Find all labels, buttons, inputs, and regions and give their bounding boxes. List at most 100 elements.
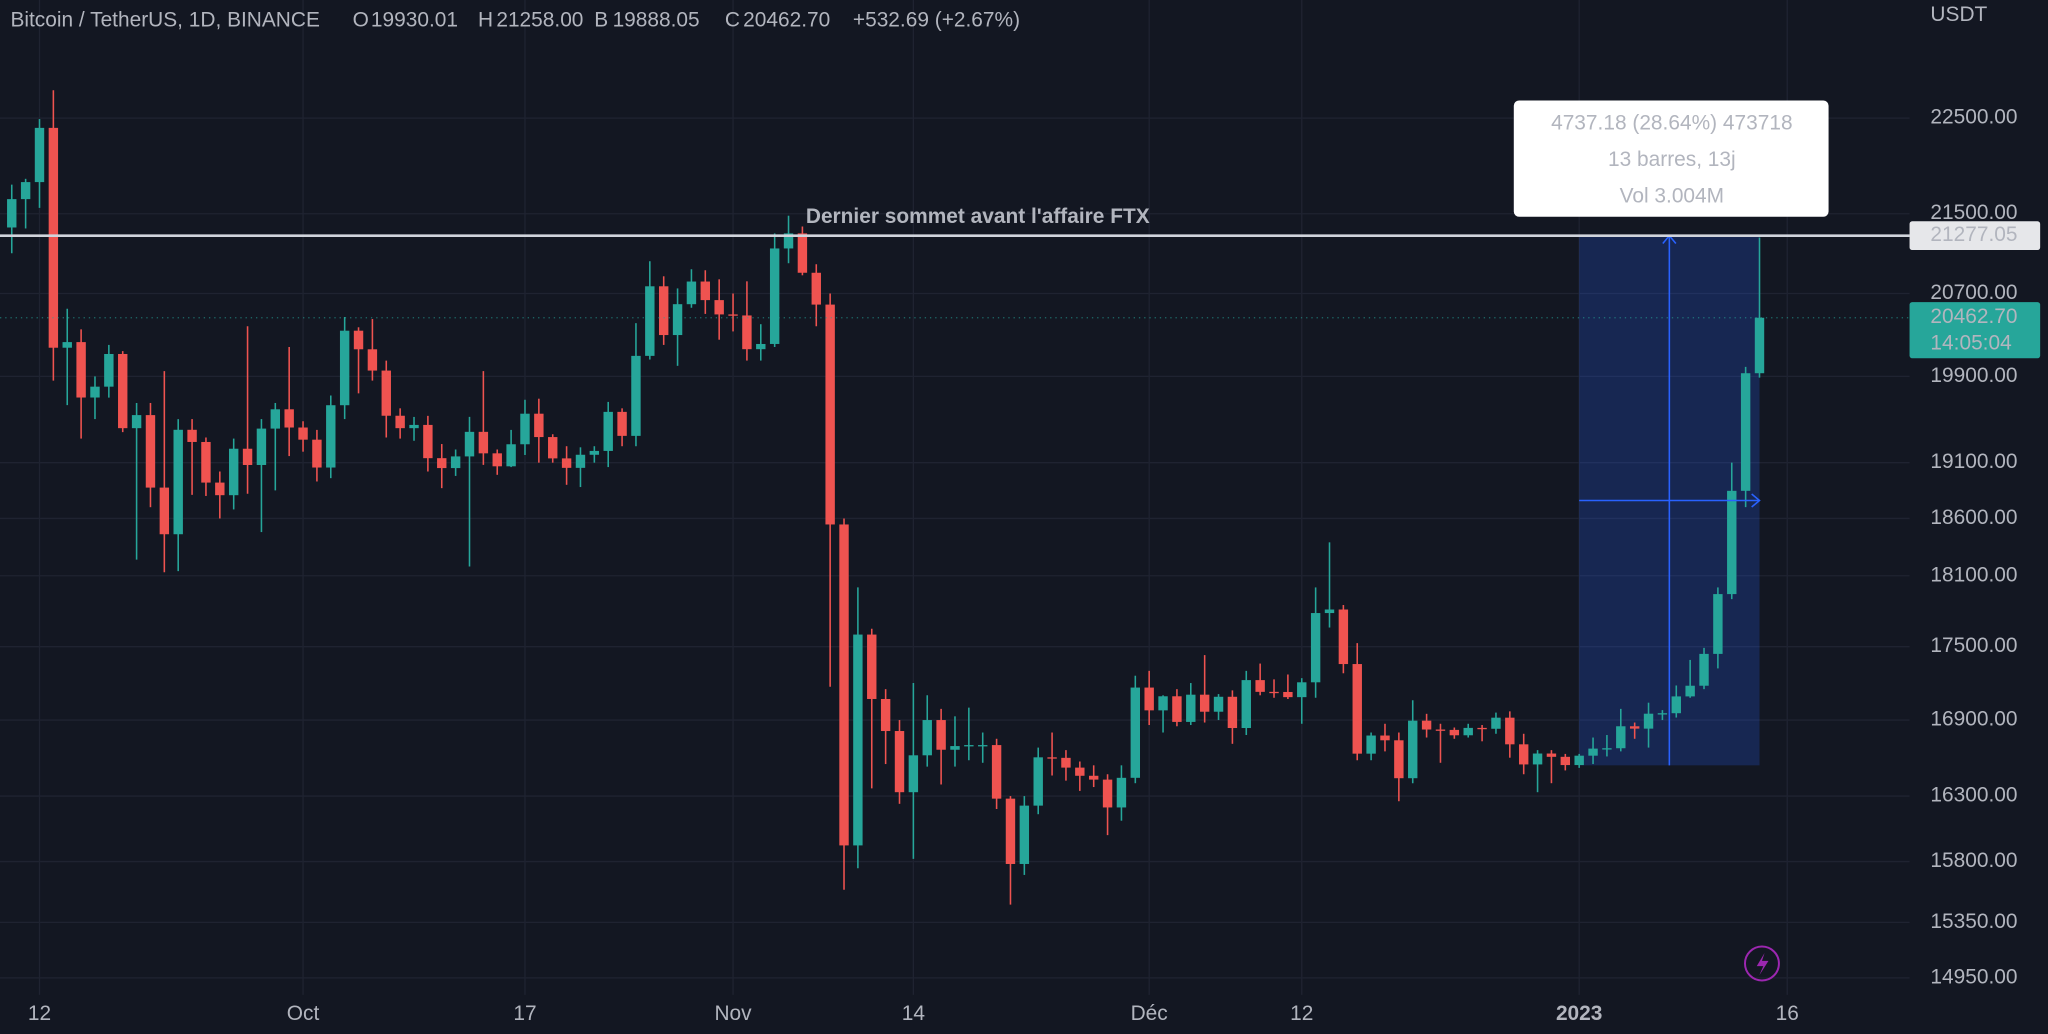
lightning-icon[interactable]: [1743, 945, 1780, 982]
candle-body: [783, 233, 794, 249]
candle-body: [1588, 748, 1598, 756]
candle-body: [381, 370, 391, 416]
candle-body: [908, 755, 919, 793]
candle-body: [492, 453, 502, 467]
candle-body: [1546, 753, 1557, 757]
candle-body: [1075, 767, 1085, 776]
last-price-tag: [1909, 302, 2041, 359]
candle-body: [1061, 757, 1071, 768]
candle-body: [270, 409, 281, 429]
measure-text: Vol 3.004M: [1620, 185, 1724, 208]
candle-body: [1283, 691, 1293, 698]
candle-body: [520, 413, 530, 445]
candle-body: [769, 248, 780, 344]
candle-body: [880, 698, 891, 732]
candle-body: [1088, 775, 1099, 780]
candle-body: [1255, 680, 1265, 692]
candle-body: [326, 405, 336, 468]
candle-body: [1449, 729, 1460, 736]
candle-body: [62, 342, 72, 348]
x-tick-label: 16: [1776, 1002, 1799, 1025]
candle-body: [1102, 779, 1113, 808]
ohlc-key: O: [353, 8, 369, 31]
candle-body: [478, 431, 489, 454]
candle-body: [1463, 727, 1473, 736]
candle-body: [450, 456, 461, 469]
candle-body: [48, 127, 59, 348]
y-tick-label: 19900.00: [1930, 364, 2017, 387]
candle-body: [686, 281, 697, 305]
candle-body: [1421, 720, 1432, 730]
line-annotation: Dernier sommet avant l'affaire FTX: [806, 205, 1150, 228]
candle-body: [242, 448, 253, 465]
candle-body: [1394, 740, 1404, 779]
measure-text: 13 barres, 13j: [1608, 148, 1736, 171]
y-tick-label: 20700.00: [1930, 281, 2017, 304]
candle-body: [312, 439, 322, 468]
candle-body: [256, 428, 267, 465]
y-tick-label: 18600.00: [1930, 506, 2017, 529]
candle-body: [20, 182, 31, 200]
candle-body: [1213, 696, 1224, 712]
x-tick-label: 12: [1290, 1002, 1313, 1025]
y-tick-label: 14950.00: [1930, 965, 2017, 988]
candle-body: [1186, 694, 1196, 722]
candle-body: [1019, 805, 1030, 864]
candle-body: [76, 342, 86, 398]
candle-body: [742, 315, 752, 350]
candle-body: [506, 444, 516, 467]
candle-body: [1033, 757, 1043, 806]
candle-body: [1435, 729, 1446, 731]
candle-body: [950, 746, 960, 750]
candle-body: [991, 745, 1002, 799]
y-tick-label: 22500.00: [1930, 106, 2017, 129]
candle-body: [1005, 798, 1016, 864]
last-price-label: 20462.70: [1930, 305, 2017, 328]
candle-body: [756, 343, 766, 350]
candle-body: [395, 415, 405, 429]
candle-body: [1297, 682, 1307, 698]
y-tick-label: 21500.00: [1930, 201, 2017, 224]
y-tick-label: 19100.00: [1930, 450, 2017, 473]
candle-body: [922, 720, 932, 756]
candle-body: [1144, 687, 1154, 711]
candle-body: [1158, 696, 1168, 711]
overlays: 22500.00 21500.00 20700.00 19900.00 19100.00…: [0, 3, 2041, 1025]
measure-arrowhead: [1751, 493, 1761, 508]
ohlc-value: 19930.01: [371, 8, 458, 31]
x-tick-label: 2023: [1556, 1002, 1602, 1025]
candle-body: [534, 413, 544, 438]
candle-body: [131, 415, 142, 429]
candle-body: [437, 458, 447, 469]
candle-body: [1408, 720, 1418, 779]
symbol-title: Bitcoin / TetherUS, 1D, BINANCE: [10, 8, 320, 31]
x-tick-label: 14: [902, 1002, 925, 1025]
candle-body: [631, 355, 641, 436]
candle-body: [811, 272, 821, 305]
countdown: 14:05:04: [1930, 331, 2011, 354]
candle-body: [1338, 609, 1349, 665]
y-tick-label: 17500.00: [1930, 634, 2017, 657]
candle-body: [1671, 696, 1681, 714]
candle-body: [173, 429, 183, 535]
candle-body: [825, 304, 835, 525]
y-tick-label: 16300.00: [1930, 784, 2017, 807]
candle-body: [409, 424, 419, 429]
candle-body: [367, 349, 378, 371]
candle-body: [797, 233, 808, 273]
ohlc-key: B: [594, 8, 608, 31]
candle-body: [1310, 613, 1321, 683]
candle-body: [298, 427, 308, 440]
candle-body: [1629, 726, 1640, 729]
candle-body: [1754, 317, 1765, 374]
candle-body: [104, 353, 114, 387]
candle-body: [1505, 717, 1515, 745]
candles: [7, 90, 1765, 905]
candle-body: [159, 487, 170, 535]
candle-body: [839, 524, 849, 846]
candle-body: [1616, 726, 1626, 749]
candle-body: [423, 424, 433, 459]
